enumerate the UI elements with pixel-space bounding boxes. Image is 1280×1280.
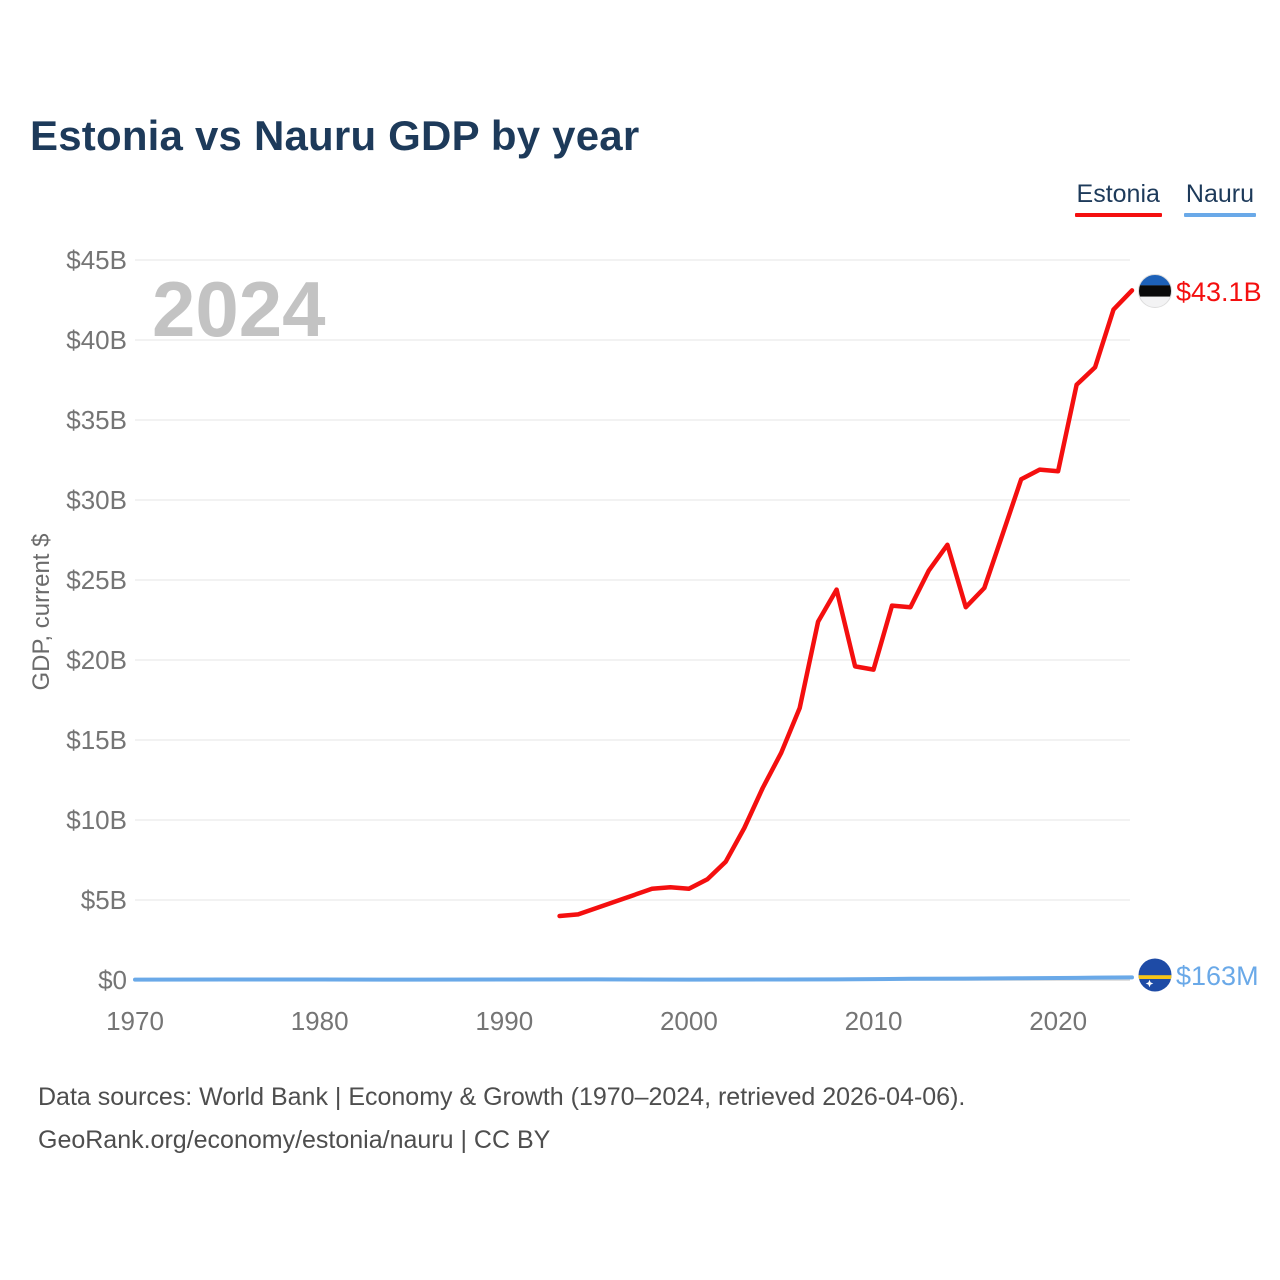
y-tick-label: $5B — [80, 885, 127, 915]
legend-label-estonia: Estonia — [1076, 180, 1160, 208]
y-tick-label: $20B — [66, 645, 127, 675]
y-tick-label: $0 — [98, 965, 127, 995]
legend-label-nauru: Nauru — [1185, 180, 1254, 208]
series-line-estonia — [557, 288, 1135, 919]
nauru-end-value-label: $163M — [1176, 961, 1259, 991]
x-tick-label: 1980 — [290, 1006, 349, 1036]
legend-underline-estonia — [1074, 213, 1162, 217]
legend-item-estonia[interactable]: Estonia — [1074, 180, 1162, 217]
y-tick-label: $25B — [66, 565, 127, 595]
footer-attribution: GeoRank.org/economy/estonia/nauru | CC B… — [38, 1126, 551, 1154]
y-tick-label: $10B — [66, 805, 127, 835]
series-line-nauru — [133, 975, 1134, 982]
y-tick-label: $45B — [66, 245, 127, 275]
footer-data-sources: Data sources: World Bank | Economy & Gro… — [38, 1083, 966, 1111]
nauru-flag-icon — [1138, 958, 1172, 992]
x-tick-label: 2020 — [1029, 1006, 1088, 1036]
x-tick-label: 2010 — [844, 1006, 903, 1036]
legend-underline-nauru — [1183, 213, 1256, 217]
y-tick-label: $15B — [66, 725, 127, 755]
estonia-flag-icon — [1138, 274, 1172, 308]
x-tick-label: 2000 — [659, 1006, 718, 1036]
legend-item-nauru[interactable]: Nauru — [1183, 180, 1256, 217]
estonia-end-value-label: $43.1B — [1176, 277, 1262, 307]
x-tick-label: 1990 — [475, 1006, 534, 1036]
y-tick-label: $30B — [66, 485, 127, 515]
y-tick-label: $40B — [66, 325, 127, 355]
chart-legend: Estonia Nauru — [1074, 180, 1256, 217]
page-title: Estonia vs Nauru GDP by year — [30, 112, 640, 159]
y-tick-label: $35B — [66, 405, 127, 435]
x-tick-label: 1970 — [106, 1006, 164, 1036]
year-watermark: 2024 — [152, 265, 326, 353]
